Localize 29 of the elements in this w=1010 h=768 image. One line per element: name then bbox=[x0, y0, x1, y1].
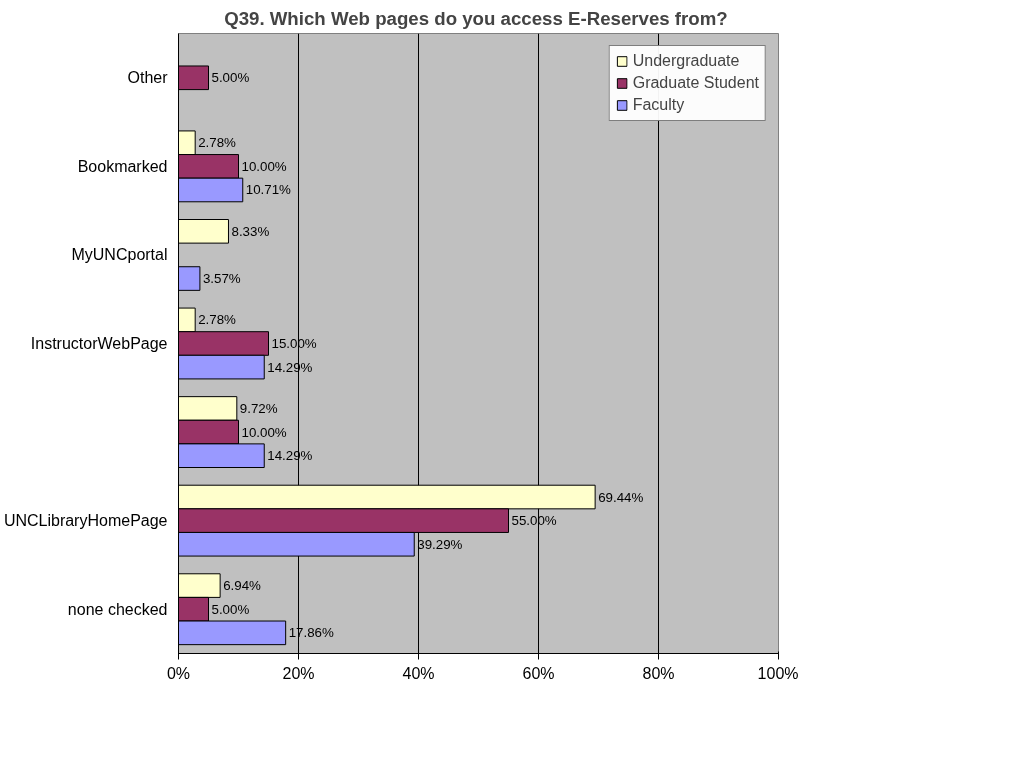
x-tick-label: 80% bbox=[642, 664, 675, 682]
data-label: 5.00% bbox=[211, 70, 250, 86]
data-label: 10.71% bbox=[245, 182, 292, 198]
data-label: 2.78% bbox=[198, 135, 237, 151]
data-label: 69.44% bbox=[598, 489, 644, 505]
data-label: 2.78% bbox=[198, 312, 237, 328]
data-label: 3.57% bbox=[202, 271, 241, 287]
y-tick-label: MyUNCportal bbox=[71, 246, 168, 264]
y-tick-label: UNCLibraryHomePage bbox=[3, 512, 168, 530]
legend-label: Faculty bbox=[632, 96, 685, 114]
y-tick-label: none checked bbox=[67, 600, 168, 618]
x-tick-label: 0% bbox=[166, 664, 191, 682]
x-tick-label: 20% bbox=[282, 664, 315, 682]
y-tick-label: Other bbox=[127, 69, 169, 87]
data-label: 10.00% bbox=[241, 424, 287, 440]
data-label: 39.29% bbox=[417, 536, 463, 552]
legend-label: Undergraduate bbox=[632, 52, 740, 70]
x-tick-label: 60% bbox=[522, 664, 555, 682]
x-tick-label: 40% bbox=[402, 664, 435, 682]
data-label: 9.72% bbox=[239, 400, 278, 416]
data-label: 10.00% bbox=[241, 158, 287, 174]
y-tick-label: Bookmarked bbox=[77, 157, 168, 175]
data-label: 5.00% bbox=[211, 601, 250, 617]
y-tick-label: InstructorWebPage bbox=[30, 335, 168, 352]
legend-label: Graduate Student bbox=[632, 74, 759, 92]
x-tick-label: 100% bbox=[757, 664, 799, 682]
data-label: 8.33% bbox=[231, 223, 270, 239]
chart-title: Q39. Which Web pages do you access E-Reserves from? bbox=[224, 7, 728, 29]
data-label: 6.94% bbox=[223, 578, 262, 594]
